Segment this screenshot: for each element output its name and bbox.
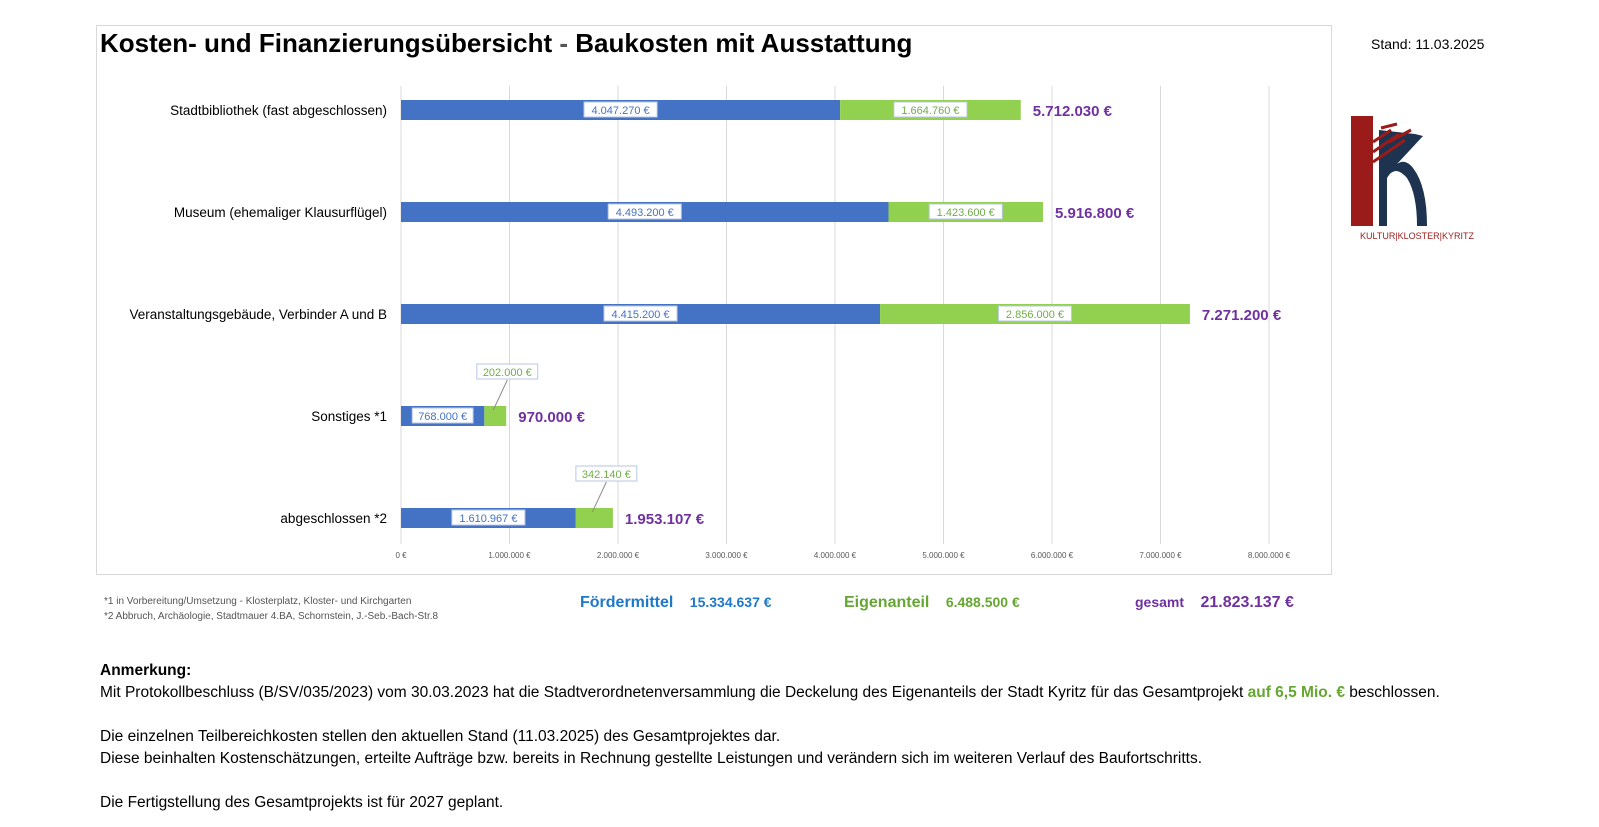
x-tick-label: 1.000.000 € [488, 551, 531, 560]
kultur-kloster-kyritz-logo: KULTUR|KLOSTER|KYRITZ [1351, 116, 1475, 241]
category-label: Sonstiges *1 [311, 409, 387, 424]
eigen-data-label-box [928, 203, 1003, 220]
logo-k-shape [1379, 130, 1427, 226]
anmerkung-line-3: Diese beinhalten Kostenschätzungen, erte… [100, 750, 1203, 767]
chart-frame [96, 25, 1332, 575]
eigen-data-label-box [476, 363, 539, 380]
x-tick-label: 7.000.000 € [1139, 551, 1182, 560]
x-tick-label: 3.000.000 € [705, 551, 748, 560]
anmerkung-line-4: Die Fertigstellung des Gesamtprojekts is… [100, 794, 504, 811]
eigen-label: Eigenanteil [844, 594, 930, 611]
title-separator: - [559, 28, 569, 58]
logo-red-bar [1351, 116, 1373, 226]
summary-foerdermittel: Fördermittel 15.334.637 € [580, 594, 772, 612]
eigen-data-label: 202.000 € [483, 367, 532, 379]
footnote-2: *2 Abbruch, Archäologie, Stadtmauer 4.BA… [104, 611, 439, 622]
foerder-label: Fördermittel [580, 594, 674, 611]
logo-text: KULTUR|KLOSTER|KYRITZ [1360, 231, 1475, 241]
x-tick-label: 8.000.000 € [1248, 551, 1291, 560]
eigen-data-label-box [575, 465, 638, 482]
anmerkung-line-2: Die einzelnen Teilbereichkosten stellen … [100, 728, 781, 745]
footnotes: *1 in Vorbereitung/Umsetzung - Klosterpl… [104, 594, 438, 624]
total-label: 5.712.030 € [1033, 103, 1113, 120]
eigen-data-label-box [893, 101, 968, 118]
x-tick-label: 4.000.000 € [814, 551, 857, 560]
leader-line [591, 481, 607, 513]
category-label: Museum (ehemaliger Klausurflügel) [174, 205, 387, 220]
x-tick-label: 2.000.000 € [597, 551, 640, 560]
leader-line [492, 379, 508, 411]
eigen-data-label: 1.664.760 € [901, 105, 959, 117]
eigen-data-label: 342.140 € [582, 469, 631, 481]
foerder-value: 15.334.637 € [689, 594, 772, 610]
foerder-data-label: 4.047.270 € [592, 105, 650, 117]
summary-eigenanteil: Eigenanteil 6.488.500 € [844, 594, 1020, 612]
total-label: 7.271.200 € [1202, 307, 1282, 324]
summary-gesamt: gesamt 21.823.137 € [1135, 594, 1294, 612]
title-part-1: Kosten- und Finanzierungsübersicht [100, 28, 553, 58]
eigen-data-label-box [997, 305, 1073, 322]
foerder-data-label-box [451, 509, 526, 526]
gesamt-label: gesamt [1135, 594, 1185, 610]
category-label: Veranstaltungsgebäude, Verbinder A und B [130, 307, 387, 322]
total-label: 970.000 € [518, 409, 585, 426]
x-tick-label: 0 € [395, 551, 407, 560]
eigenanteil-cap-highlight: auf 6,5 Mio. € [1247, 684, 1345, 701]
title-part-2: Baukosten mit Ausstattung [575, 28, 913, 58]
total-label: 1.953.107 € [625, 511, 705, 528]
page-title: Kosten- und Finanzierungsübersicht - Bau… [100, 28, 912, 59]
foerder-data-label-box [607, 203, 682, 220]
anmerkung-line-1: Mit Protokollbeschluss (B/SV/035/2023) v… [100, 684, 1440, 701]
eigen-data-label: 1.423.600 € [937, 207, 995, 219]
eigen-data-label: 2.856.000 € [1006, 309, 1064, 321]
category-label: Stadtbibliothek (fast abgeschlossen) [170, 103, 387, 118]
foerder-data-label: 1.610.967 € [459, 513, 517, 525]
stand-date: Stand: 11.03.2025 [1371, 36, 1485, 52]
category-label: abgeschlossen *2 [280, 511, 387, 526]
anmerkung-heading: Anmerkung: [100, 662, 192, 679]
foerder-data-label: 768.000 € [418, 411, 467, 423]
foerder-data-label-box [603, 305, 678, 322]
bar-eigenanteil [575, 508, 613, 528]
eigen-value: 6.488.500 € [945, 594, 1020, 610]
gesamt-value: 21.823.137 € [1200, 594, 1294, 611]
foerder-data-label-box [411, 407, 474, 424]
stacked-bar-chart: 0 € 1.000.000 € 2.000.000 € 3.000.000 € 4.00… [130, 86, 1291, 560]
foerder-data-label: 4.415.200 € [611, 309, 669, 321]
foerder-data-label: 4.493.200 € [616, 207, 674, 219]
bar-eigenanteil [484, 406, 507, 426]
total-label: 5.916.800 € [1055, 205, 1135, 222]
logo-red-strokes [1372, 122, 1412, 164]
anmerkung-section: Anmerkung: Mit Protokollbeschluss (B/SV/… [100, 660, 1580, 814]
x-tick-label: 5.000.000 € [922, 551, 965, 560]
footnote-1: *1 in Vorbereitung/Umsetzung - Klosterpl… [104, 596, 412, 607]
x-tick-label: 6.000.000 € [1031, 551, 1074, 560]
foerder-data-label-box [583, 101, 658, 118]
